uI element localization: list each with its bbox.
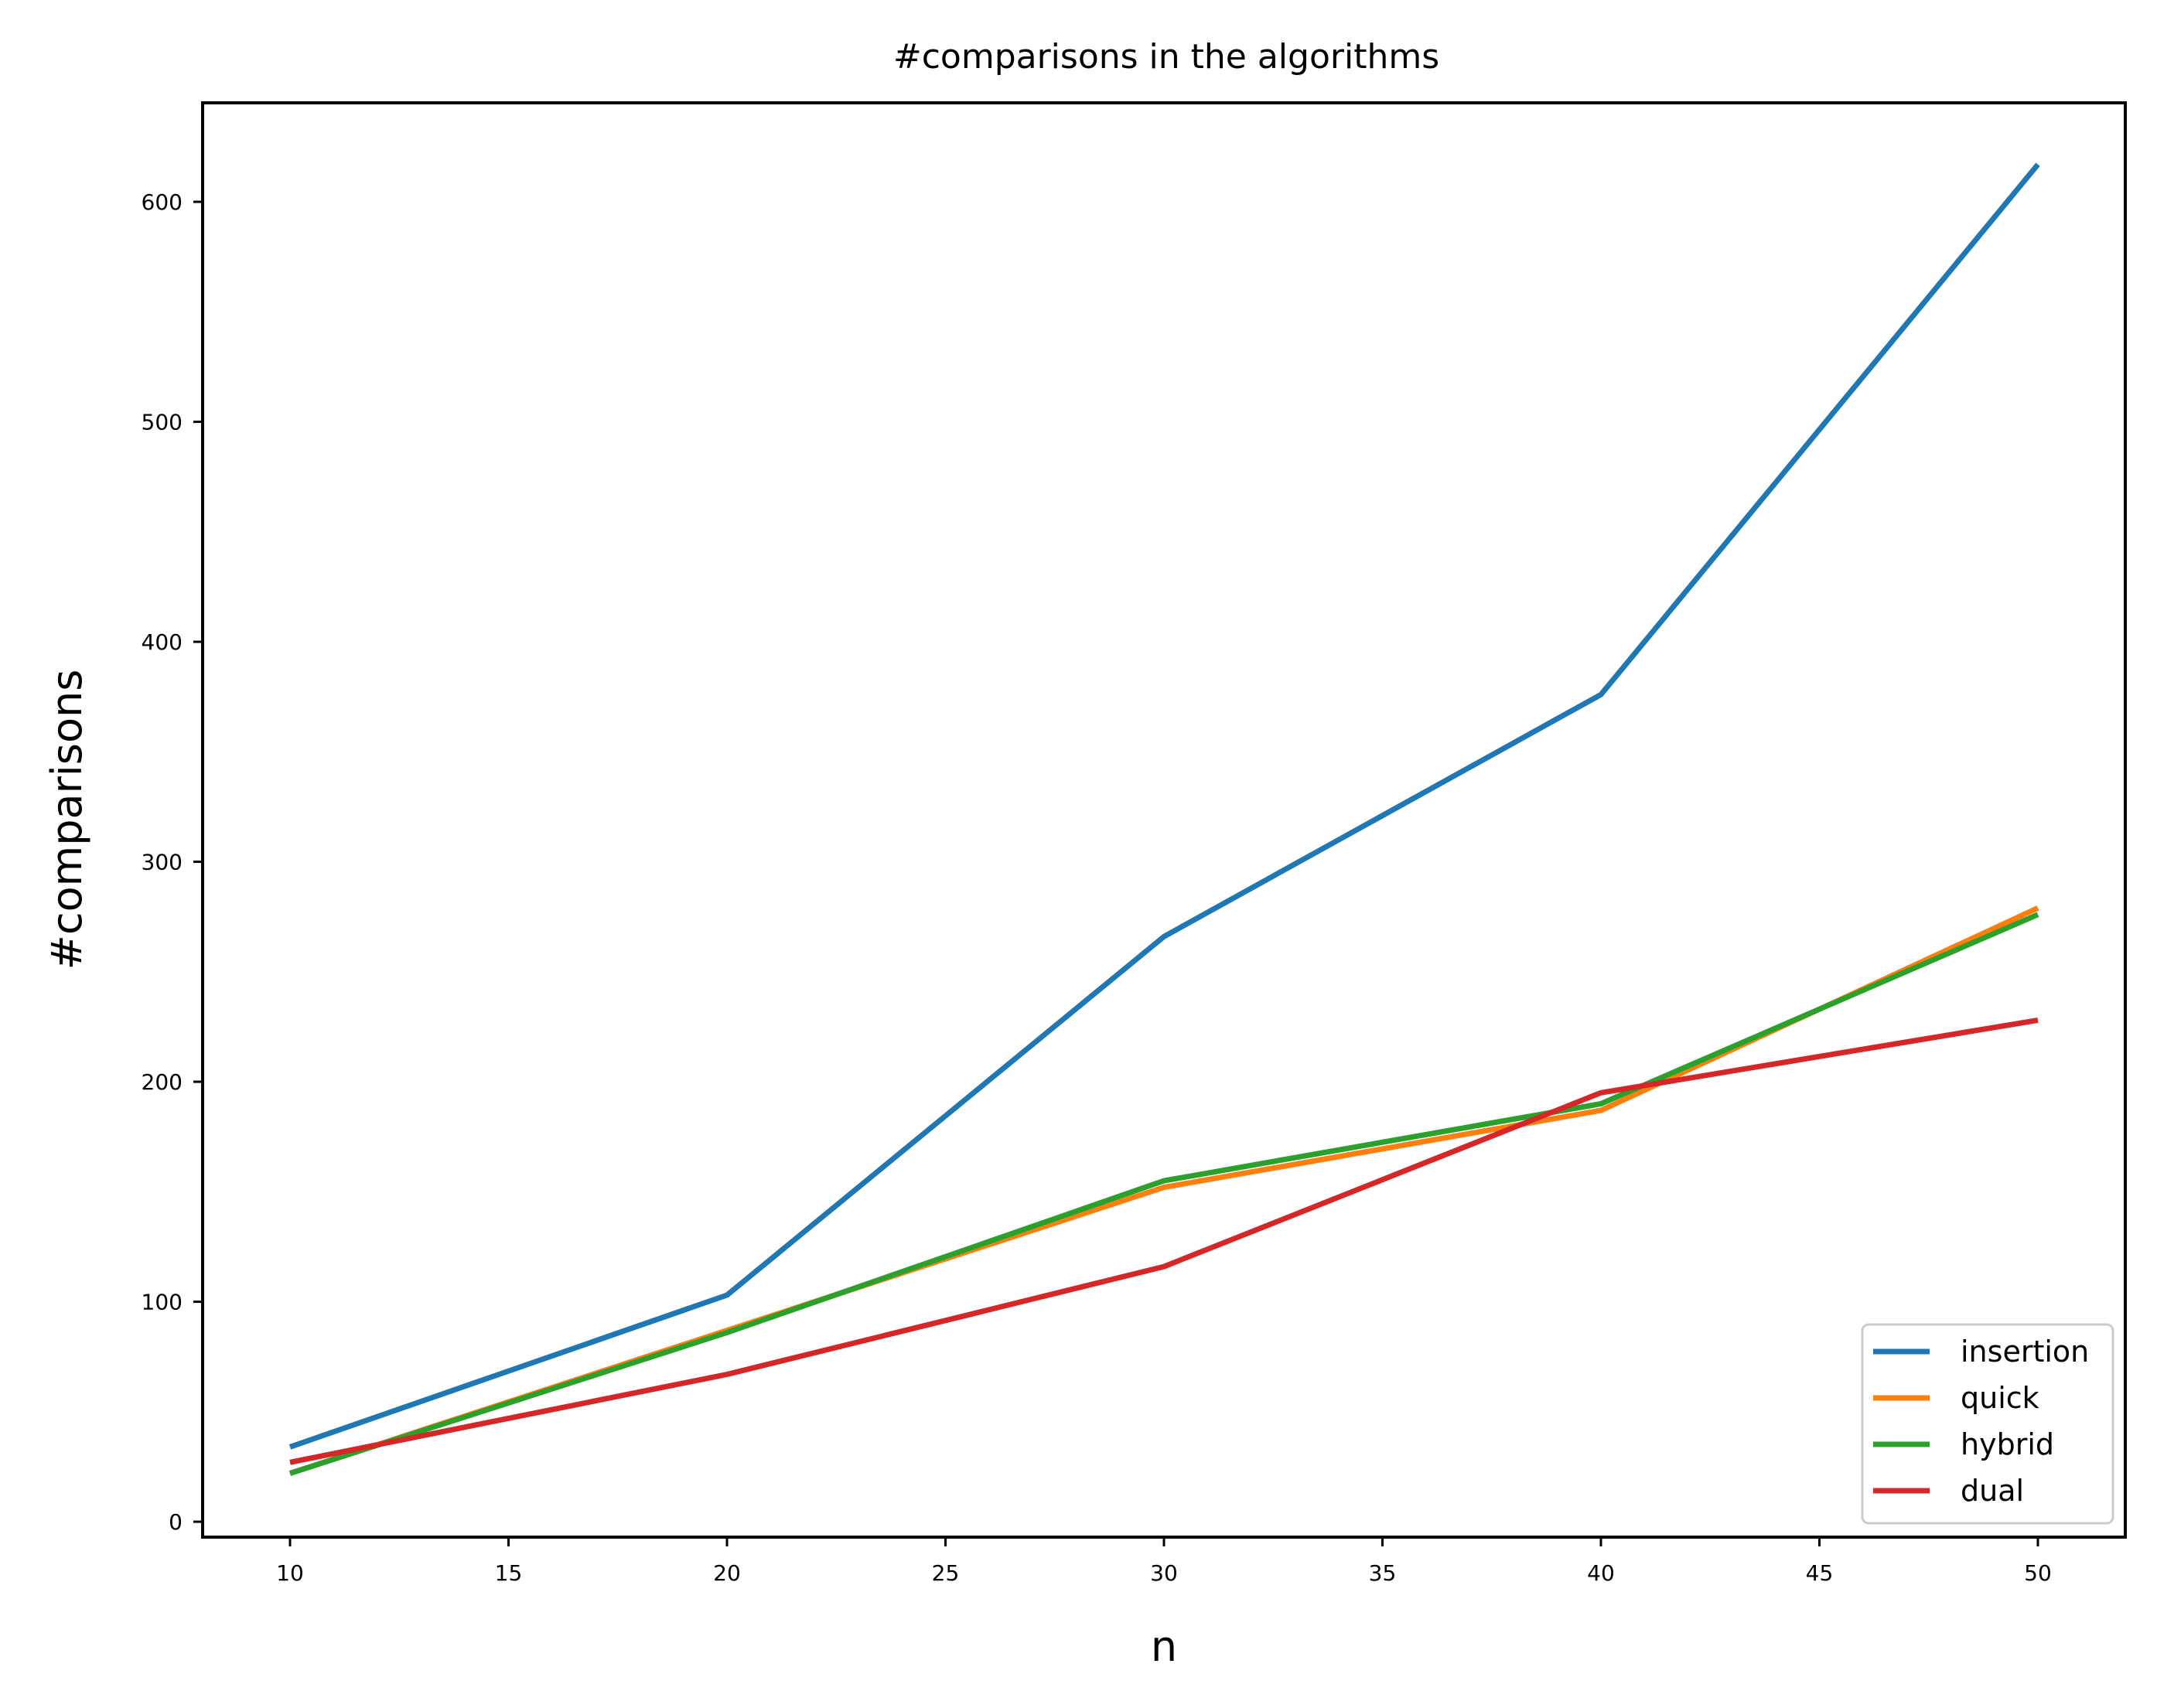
- x-axis-label: n: [1151, 1622, 1177, 1671]
- y-tick-label: 0: [169, 1509, 183, 1535]
- series-line-hybrid: [288, 912, 2039, 1476]
- y-axis-label: #comparisons: [43, 670, 91, 970]
- x-tick-label: 15: [495, 1560, 523, 1586]
- y-tick-label: 400: [142, 629, 183, 655]
- x-tick-label: 35: [1369, 1560, 1397, 1586]
- legend-label-dual: dual: [1961, 1474, 2024, 1508]
- legend-label-insertion: insertion: [1961, 1335, 2089, 1369]
- y-tick-label: 100: [142, 1290, 183, 1315]
- x-tick-label: 10: [276, 1560, 304, 1586]
- y-axis: 0 100 200 300 400 500 600: [142, 189, 203, 1535]
- plot-area: [288, 162, 2040, 1476]
- legend: insertion quick hybrid dual: [1861, 1323, 2114, 1525]
- y-tick-label: 200: [142, 1069, 183, 1095]
- x-tick-label: 20: [713, 1560, 741, 1586]
- x-tick-label: 30: [1150, 1560, 1178, 1586]
- chart-title: #comparisons in the algorithms: [893, 37, 1439, 77]
- x-tick-label: 45: [1806, 1560, 1834, 1586]
- x-tick-label: 40: [1587, 1560, 1615, 1586]
- series-line-insertion: [288, 162, 2040, 1450]
- legend-label-quick: quick: [1961, 1381, 2039, 1415]
- y-tick-label: 500: [142, 410, 183, 435]
- legend-label-hybrid: hybrid: [1961, 1427, 2054, 1461]
- y-tick-label: 600: [142, 189, 183, 215]
- x-axis: 10 15 20 25 30 35 40 45 50: [276, 1537, 2052, 1586]
- x-tick-label: 25: [932, 1560, 960, 1586]
- legend-box: [1861, 1323, 2114, 1525]
- y-tick-label: 300: [142, 850, 183, 875]
- series-line-dual: [289, 1017, 2039, 1465]
- x-tick-label: 50: [2024, 1560, 2052, 1586]
